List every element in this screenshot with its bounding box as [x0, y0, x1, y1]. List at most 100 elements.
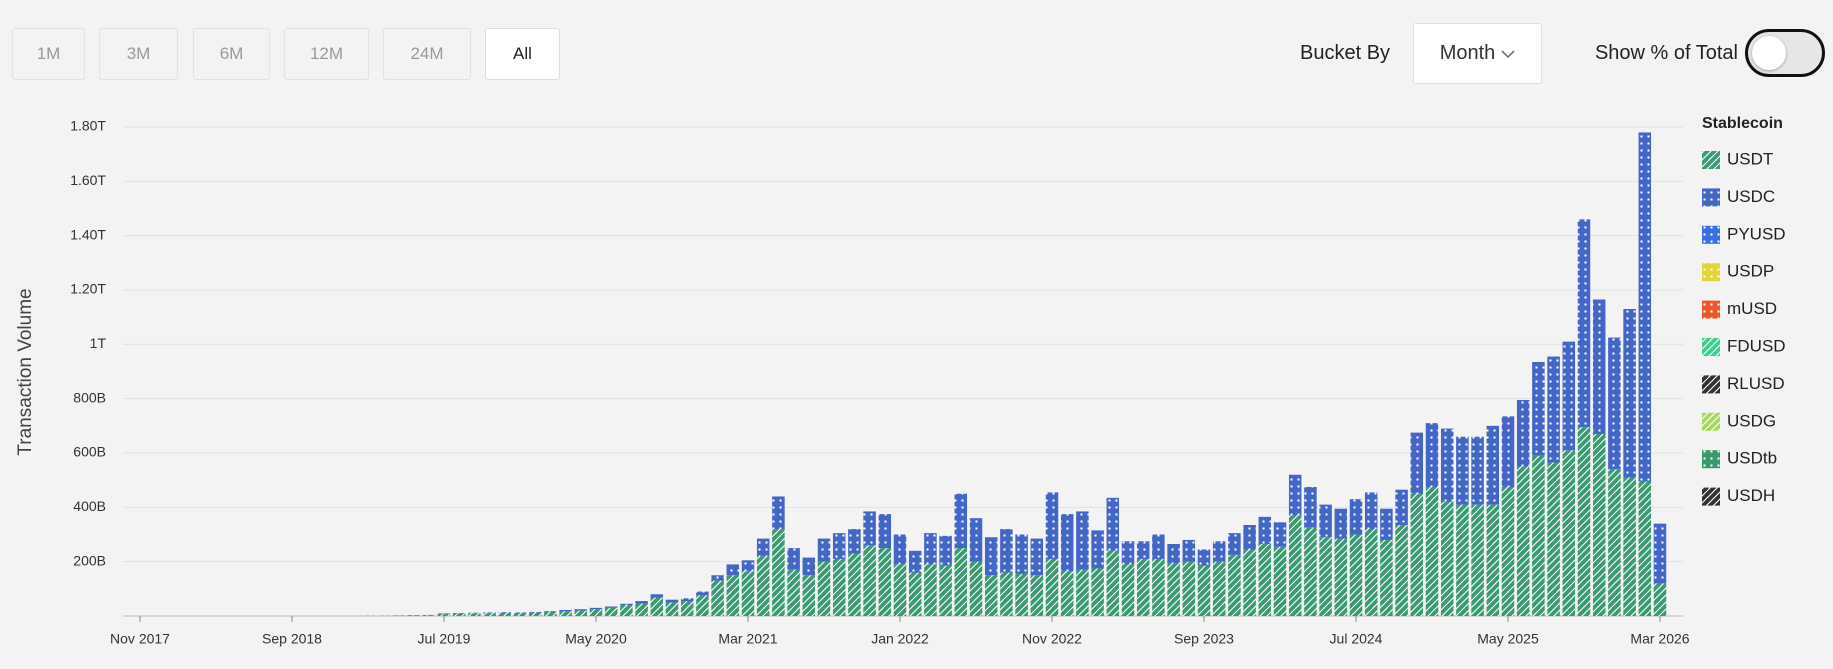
bar-segment	[1623, 309, 1636, 478]
range-button[interactable]: 6M	[193, 28, 270, 80]
legend-swatch	[1702, 450, 1720, 469]
bar-segment	[1060, 571, 1074, 616]
bar-segment	[1212, 561, 1226, 616]
bar-segment	[1273, 522, 1287, 547]
bar-segment	[1410, 493, 1424, 616]
x-tick-label: Sep 2023	[1174, 631, 1234, 647]
bar-segment	[1380, 508, 1393, 540]
bar-segment	[620, 603, 633, 606]
range-button[interactable]: 12M	[284, 28, 369, 80]
bar-segment	[1258, 516, 1272, 545]
bar-segment	[407, 615, 420, 616]
bar-segment	[817, 538, 831, 562]
bar-segment	[741, 560, 755, 572]
bar-segment	[863, 545, 876, 616]
legend-swatch	[1702, 225, 1720, 244]
legend-label: RLUSD	[1727, 374, 1785, 393]
bar-segment	[726, 575, 740, 616]
bucket-dropdown[interactable]: Month	[1413, 23, 1542, 84]
bar-segment	[1486, 425, 1500, 505]
range-button[interactable]: All	[485, 28, 560, 80]
bar-segment	[802, 557, 816, 576]
legend-swatch	[1702, 338, 1720, 356]
legend-label: USDT	[1727, 149, 1773, 168]
bar-segment	[1182, 561, 1196, 616]
legend-swatch	[1702, 487, 1720, 506]
bar-segment	[832, 533, 846, 559]
bar-segment	[1273, 546, 1287, 616]
y-tick-label: 1.40T	[70, 226, 106, 242]
bar-segment	[1608, 469, 1621, 616]
bar-segment	[544, 611, 557, 616]
bar-segment	[680, 598, 694, 602]
bar-segment	[1228, 554, 1241, 616]
bar-segment	[817, 561, 831, 616]
bar-segment	[711, 580, 724, 616]
bar-segment	[1319, 504, 1332, 538]
bar-segment	[1030, 538, 1044, 576]
bar-segment	[1456, 436, 1469, 505]
bar-segment	[1091, 568, 1104, 616]
bar-segment	[635, 603, 648, 616]
bucket-label: Bucket By	[1300, 42, 1391, 64]
bar-segment	[696, 591, 709, 596]
legend-label: PYUSD	[1727, 224, 1786, 243]
bar-segment	[939, 535, 952, 566]
bar-segment	[498, 612, 512, 614]
bar-segment	[1547, 356, 1560, 463]
y-tick-label: 800B	[73, 389, 106, 405]
bar-segment	[1121, 541, 1135, 565]
legend-swatch	[1702, 300, 1720, 319]
range-button[interactable]: 1M	[12, 28, 85, 80]
bar-segment	[1076, 511, 1089, 570]
x-tick-label: Nov 2022	[1022, 631, 1082, 647]
y-tick-label: 1.60T	[70, 172, 106, 188]
bar-segment	[1592, 433, 1606, 616]
x-tick-label: Jul 2024	[1330, 631, 1383, 647]
bar-segment	[513, 613, 527, 616]
bucket-value: Month	[1439, 42, 1496, 64]
bar-segment	[1410, 432, 1424, 494]
bar-segment	[574, 609, 588, 611]
x-tick-label: Mar 2026	[1630, 631, 1689, 647]
x-tick-label: Nov 2017	[110, 631, 170, 647]
bar-segment	[1592, 299, 1606, 434]
bar-segment	[1136, 558, 1150, 616]
bar-segment	[1653, 523, 1667, 584]
range-button[interactable]: 3M	[99, 28, 178, 80]
bar-segment	[1197, 565, 1211, 616]
bar-segment	[863, 511, 876, 546]
bar-segment	[635, 601, 648, 604]
bar-segment	[1136, 541, 1150, 559]
y-tick-label: 1.20T	[70, 281, 106, 297]
bar-segment	[650, 594, 664, 598]
bar-segment	[1243, 549, 1256, 616]
legend-label: USDC	[1727, 187, 1775, 206]
bar-segment	[1471, 436, 1484, 505]
bar-segment	[726, 564, 740, 576]
legend-swatch	[1702, 375, 1720, 394]
bar-segment	[1501, 416, 1515, 487]
y-tick-label: 400B	[73, 498, 106, 514]
bar-segment	[924, 533, 937, 565]
bar-segment	[908, 550, 922, 573]
bar-segment	[574, 610, 588, 616]
bar-segment	[878, 548, 892, 616]
legend-label: USDtb	[1727, 449, 1777, 468]
bar-segment	[1486, 504, 1500, 616]
bar-segment	[1532, 455, 1545, 616]
bar-segment	[1152, 558, 1165, 616]
percent-toggle[interactable]	[1745, 29, 1825, 77]
bar-segment	[893, 534, 907, 565]
x-tick-label: Jan 2022	[871, 631, 929, 647]
bar-segment	[604, 607, 618, 616]
bar-segment	[1288, 474, 1302, 516]
bar-segment	[1532, 361, 1545, 456]
range-button[interactable]: 24M	[383, 28, 471, 80]
bar-segment	[1045, 558, 1059, 616]
bar-segment	[1440, 428, 1454, 502]
legend-swatch	[1702, 151, 1720, 169]
bar-segment	[1212, 541, 1226, 562]
bar-segment	[954, 493, 968, 549]
